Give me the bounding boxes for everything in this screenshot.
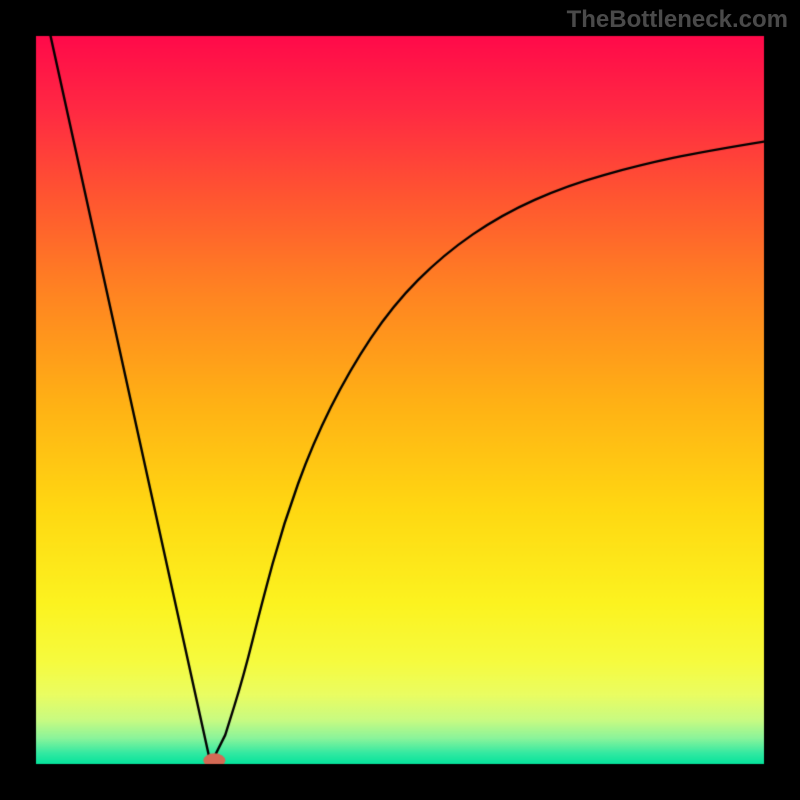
bottleneck-curve-chart — [0, 0, 800, 800]
chart-stage: TheBottleneck.com — [0, 0, 800, 800]
